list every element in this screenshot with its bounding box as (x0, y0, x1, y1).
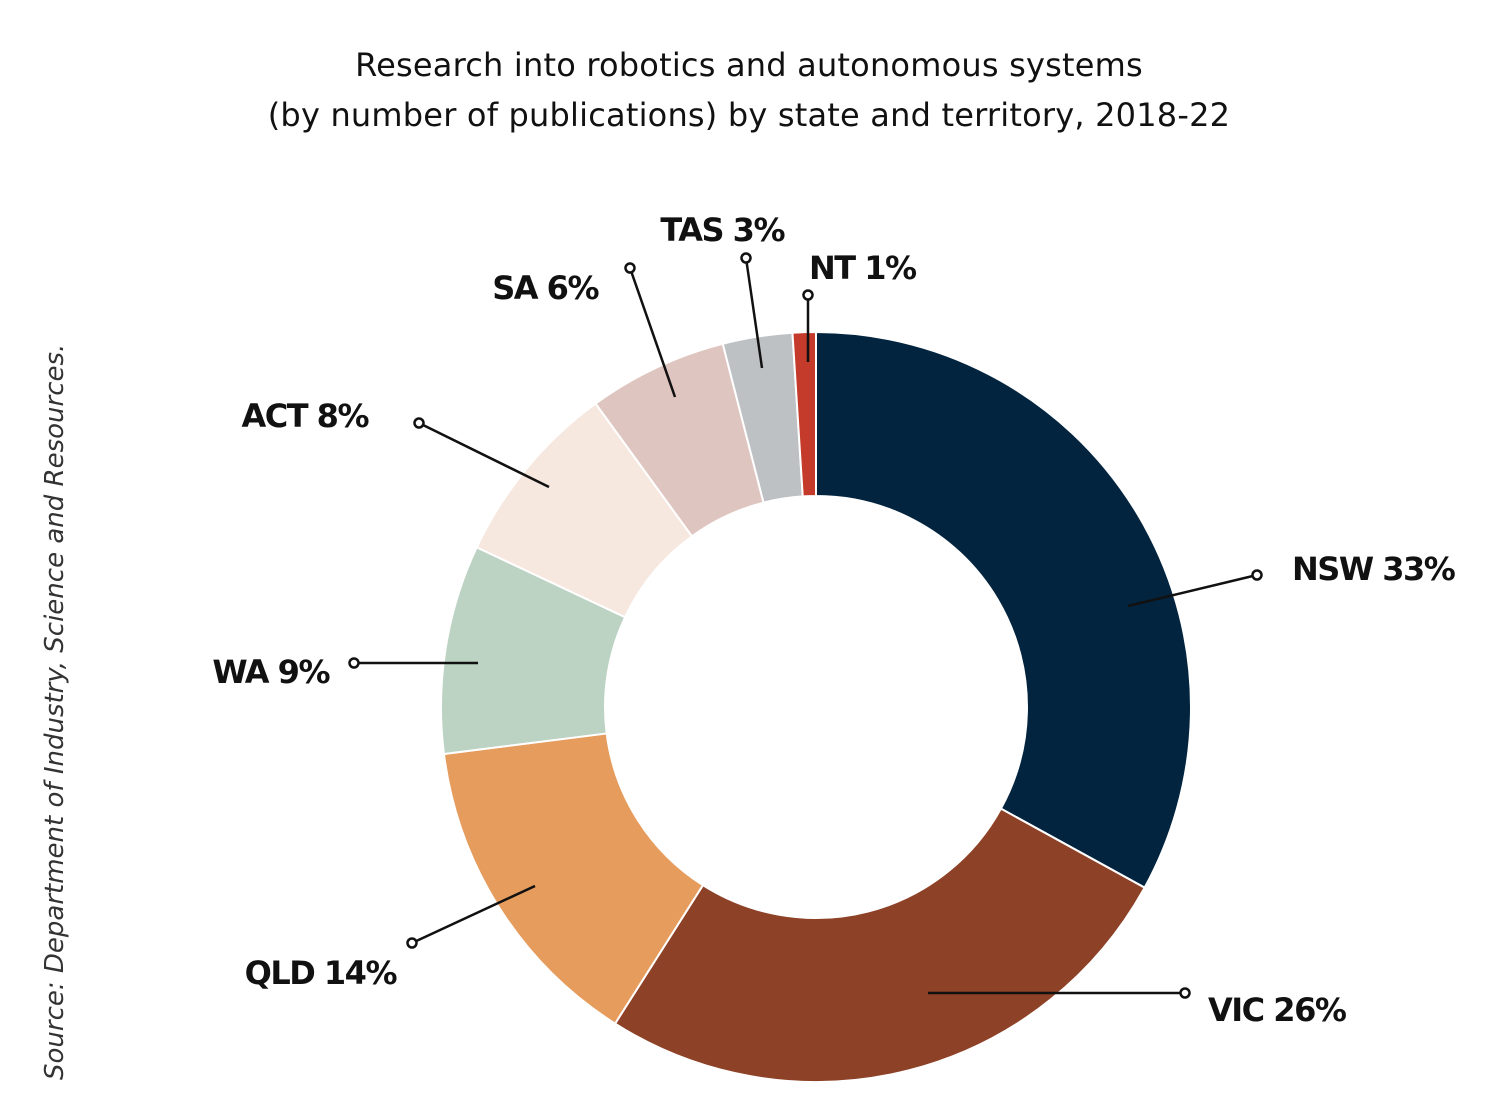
leader-dot-wa (348, 657, 360, 669)
leader-dot-vic (1179, 987, 1191, 999)
leader-line-act (418, 421, 550, 489)
slice-label-vic: VIC 26% (1208, 991, 1347, 1029)
slice-label-sa: SA 6% (492, 269, 599, 307)
slice-label-tas: TAS 3% (660, 211, 785, 249)
leader-line-tas (744, 257, 764, 369)
leader-line-qld (411, 884, 536, 945)
donut-slices (440, 330, 1192, 1083)
chart-title-line-1: Research into robotics and autonomous sy… (355, 46, 1143, 84)
slice-nsw (815, 330, 1192, 890)
leader-dot-sa (624, 262, 636, 274)
leader-line-nsw (1127, 573, 1258, 608)
leader-line-sa (628, 267, 677, 398)
leader-dot-act (413, 417, 425, 429)
slice-label-wa: WA 9% (212, 653, 330, 691)
slice-qld (442, 732, 705, 1026)
slice-label-qld: QLD 14% (245, 954, 398, 992)
slice-label-nsw: NSW 33% (1292, 550, 1456, 588)
slice-nt (791, 330, 817, 498)
slice-label-act: ACT 8% (241, 397, 369, 435)
callouts: NSW 33% VIC 26% QLD 14% WA 9% ACT 8% SA 6% TAS… (212, 211, 1457, 1029)
leader-dot-nsw (1251, 569, 1263, 581)
chart-title-line-2: (by number of publications) by state and… (267, 96, 1231, 134)
slice-label-nt: NT 1% (809, 249, 917, 287)
leader-dot-tas (740, 252, 752, 264)
slice-vic (613, 807, 1146, 1083)
leader-dot-nt (802, 289, 814, 301)
leader-dot-qld (406, 937, 418, 949)
chart-title: Research into robotics and autonomous sy… (0, 40, 1498, 140)
